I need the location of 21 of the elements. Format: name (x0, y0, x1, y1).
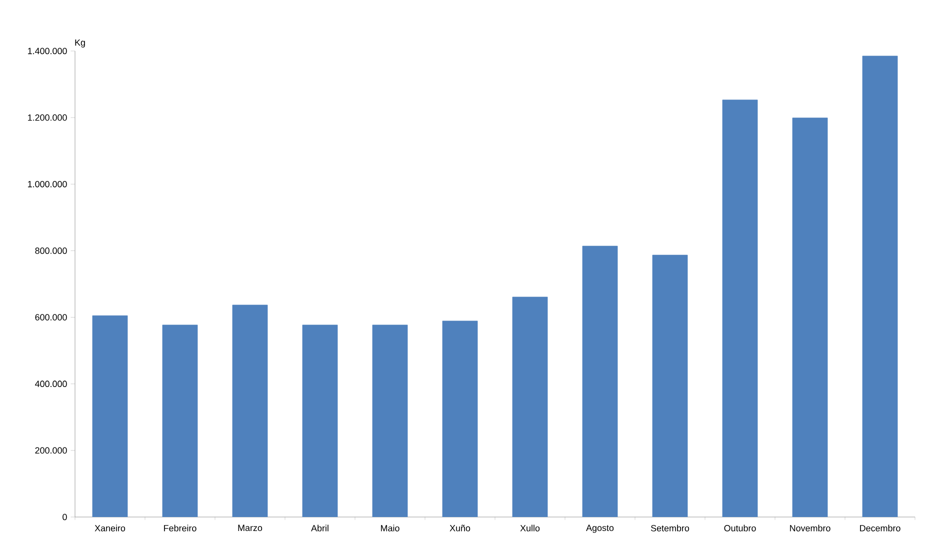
x-tick-label: Xaneiro (94, 524, 126, 532)
x-tick-label: Decembro (860, 524, 900, 532)
y-tick-label: 400.000 (35, 380, 67, 388)
y-tick-label: 800.000 (35, 248, 67, 254)
x-tick-label: Setembro (650, 524, 690, 532)
x-tick-label: Agosto (586, 524, 614, 533)
x-tick-label: Outubro (724, 524, 756, 532)
x-tick-label: Febreiro (164, 524, 196, 532)
x-tick-label: Xullo (520, 524, 540, 532)
x-tick-label: Abril (311, 524, 328, 532)
y-tick-label: 1.200.000 (28, 114, 67, 121)
x-tick-label: Xuño (450, 524, 470, 532)
x-tick-label: Marzo (238, 524, 262, 532)
y-tick-label: 600.000 (35, 314, 67, 320)
x-tick-label: Maio (381, 524, 400, 532)
y-axis-title: Kg (75, 39, 85, 48)
y-tick-label: 1.000.000 (28, 180, 67, 188)
y-tick-label: 200.000 (35, 447, 67, 454)
y-tick-label: 1.400.000 (28, 48, 67, 54)
x-tick-label: Novembro (790, 524, 830, 532)
y-tick-label: 0 (62, 514, 67, 520)
